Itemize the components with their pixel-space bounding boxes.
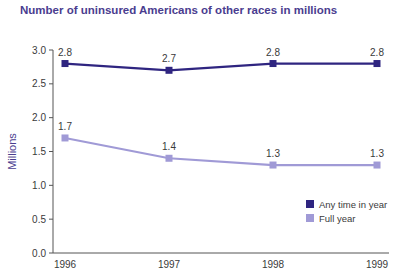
marker	[166, 155, 173, 162]
data-label: 1.3	[370, 148, 384, 159]
x-axis-line	[53, 253, 389, 254]
y-tick	[49, 185, 53, 186]
data-label: 1.3	[266, 148, 280, 159]
data-label: 1.7	[58, 121, 72, 132]
x-tick-label: 1997	[158, 259, 181, 270]
y-tick	[49, 151, 53, 152]
marker	[270, 60, 277, 67]
data-labels: 2.8 2.7 2.8 2.8 1.7 1.4 1.3 1.3	[58, 47, 384, 160]
y-tick	[49, 83, 53, 84]
marker	[166, 67, 173, 74]
series-line	[65, 138, 377, 165]
title: Number of uninsured Americans of other r…	[20, 4, 337, 16]
y-tick-label: 0.5	[32, 214, 46, 225]
x-tick-label: 1996	[54, 259, 77, 270]
y-tick-label: 2.0	[32, 112, 46, 123]
data-label: 2.8	[370, 47, 384, 58]
y-tick	[49, 253, 53, 254]
x-tick-label: 1998	[262, 259, 285, 270]
legend-label: Any time in year	[319, 199, 387, 210]
y-tick	[49, 50, 53, 51]
y-tick-label: 2.5	[32, 78, 46, 89]
marker	[374, 60, 381, 67]
marker	[62, 60, 69, 67]
y-tick-label: 1.5	[32, 146, 46, 157]
y-tick-label: 1.0	[32, 180, 46, 191]
y-tick	[49, 117, 53, 118]
marker	[62, 134, 69, 141]
legend-swatch	[306, 200, 314, 208]
y-tick	[49, 219, 53, 220]
y-axis-label: Millions	[6, 133, 18, 170]
marker	[270, 162, 277, 169]
y-tick-label: 0.0	[32, 248, 46, 259]
legend-swatch	[306, 214, 314, 222]
y-tick-label: 3.0	[32, 45, 46, 56]
data-label: 2.8	[266, 47, 280, 58]
plot-area	[62, 60, 381, 169]
data-label: 1.4	[162, 141, 176, 152]
series-line	[65, 64, 377, 71]
marker	[374, 162, 381, 169]
legend: Any time in year Full year	[306, 199, 387, 224]
chart: Number of uninsured Americans of other r…	[0, 0, 400, 273]
data-label: 2.8	[58, 47, 72, 58]
data-label: 2.7	[162, 53, 176, 64]
x-tick-label: 1999	[366, 259, 389, 270]
legend-label: Full year	[319, 213, 355, 224]
